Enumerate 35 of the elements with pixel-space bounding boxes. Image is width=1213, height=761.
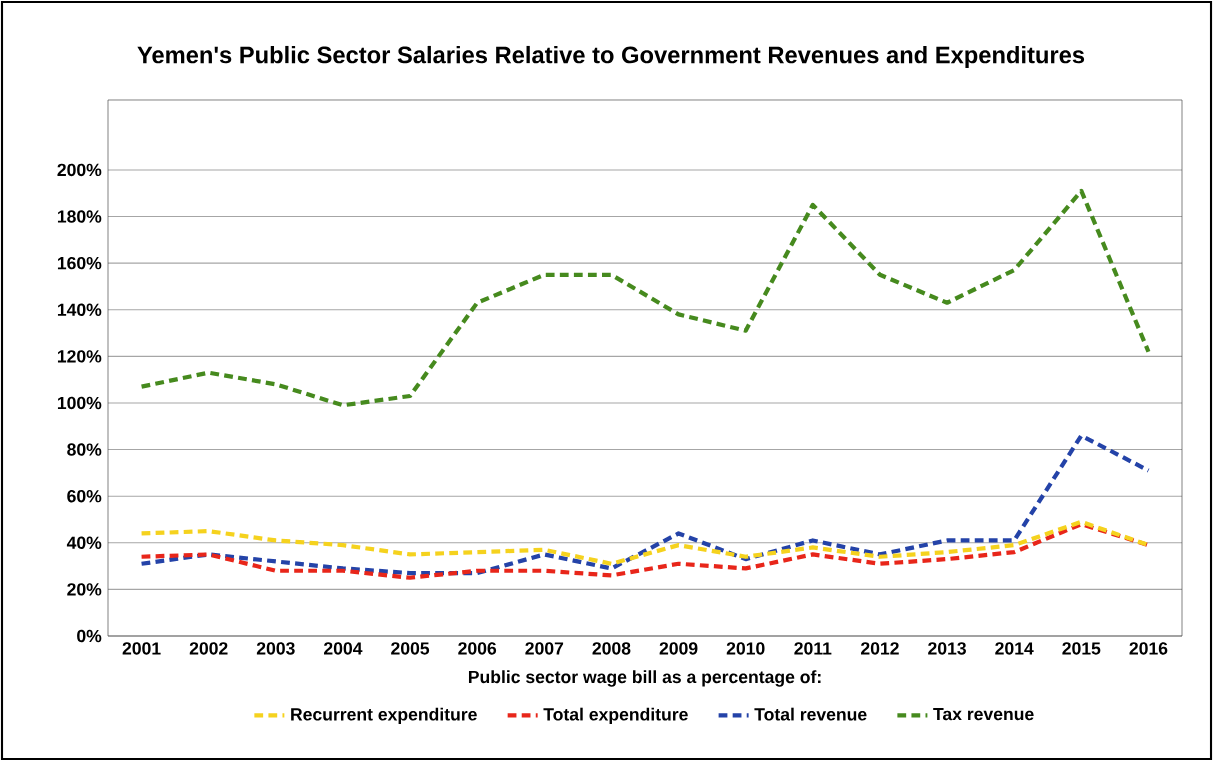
x-tick-label: 2010 <box>726 642 765 655</box>
x-tick-label: 2009 <box>659 642 698 655</box>
y-tick-label: 180% <box>57 210 102 223</box>
line-series <box>139 188 1151 408</box>
y-tick-label: 20% <box>67 583 102 596</box>
legend-label: Total revenue <box>754 707 867 721</box>
y-tick-label: 120% <box>57 350 102 363</box>
x-tick-label: 2005 <box>391 642 430 655</box>
y-tick-label: 140% <box>57 303 102 316</box>
x-tick-label: 2002 <box>189 642 228 655</box>
x-tick-label: 2007 <box>525 642 564 655</box>
x-tick-label: 2011 <box>794 642 832 655</box>
line-series <box>139 433 1151 576</box>
x-tick-label: 2015 <box>1062 642 1101 655</box>
x-tick-label: 2012 <box>861 642 899 655</box>
x-tick-label: 2014 <box>995 642 1034 655</box>
x-tick-label: 2016 <box>1129 642 1168 655</box>
x-tick-label: 2001 <box>122 642 161 655</box>
y-tick-label: 100% <box>57 396 102 410</box>
y-tick-label: 60% <box>67 489 102 503</box>
y-tick-label: 0% <box>77 629 102 643</box>
x-tick-label: 2006 <box>458 642 497 655</box>
x-axis-title: Public sector wage bill as a percentage of: <box>468 670 821 687</box>
y-tick-label: 40% <box>66 536 102 549</box>
x-tick-label: 2003 <box>256 642 295 655</box>
y-tick-label: 200% <box>57 163 102 177</box>
chart-title: Yemen's Public Sector Salaries Relative to Government Revenues and Expenditures <box>137 45 1085 69</box>
y-tick-label: 160% <box>57 256 102 270</box>
x-tick-label: 2013 <box>928 642 966 655</box>
legend-label: Total expenditure <box>543 707 688 725</box>
legend-label: Recurrent expenditure <box>291 707 477 725</box>
x-tick-label: 2008 <box>592 642 631 655</box>
y-tick-label: 80% <box>67 443 102 456</box>
legend-label: Tax revenue <box>933 708 1034 721</box>
x-tick-label: 2004 <box>324 642 363 655</box>
